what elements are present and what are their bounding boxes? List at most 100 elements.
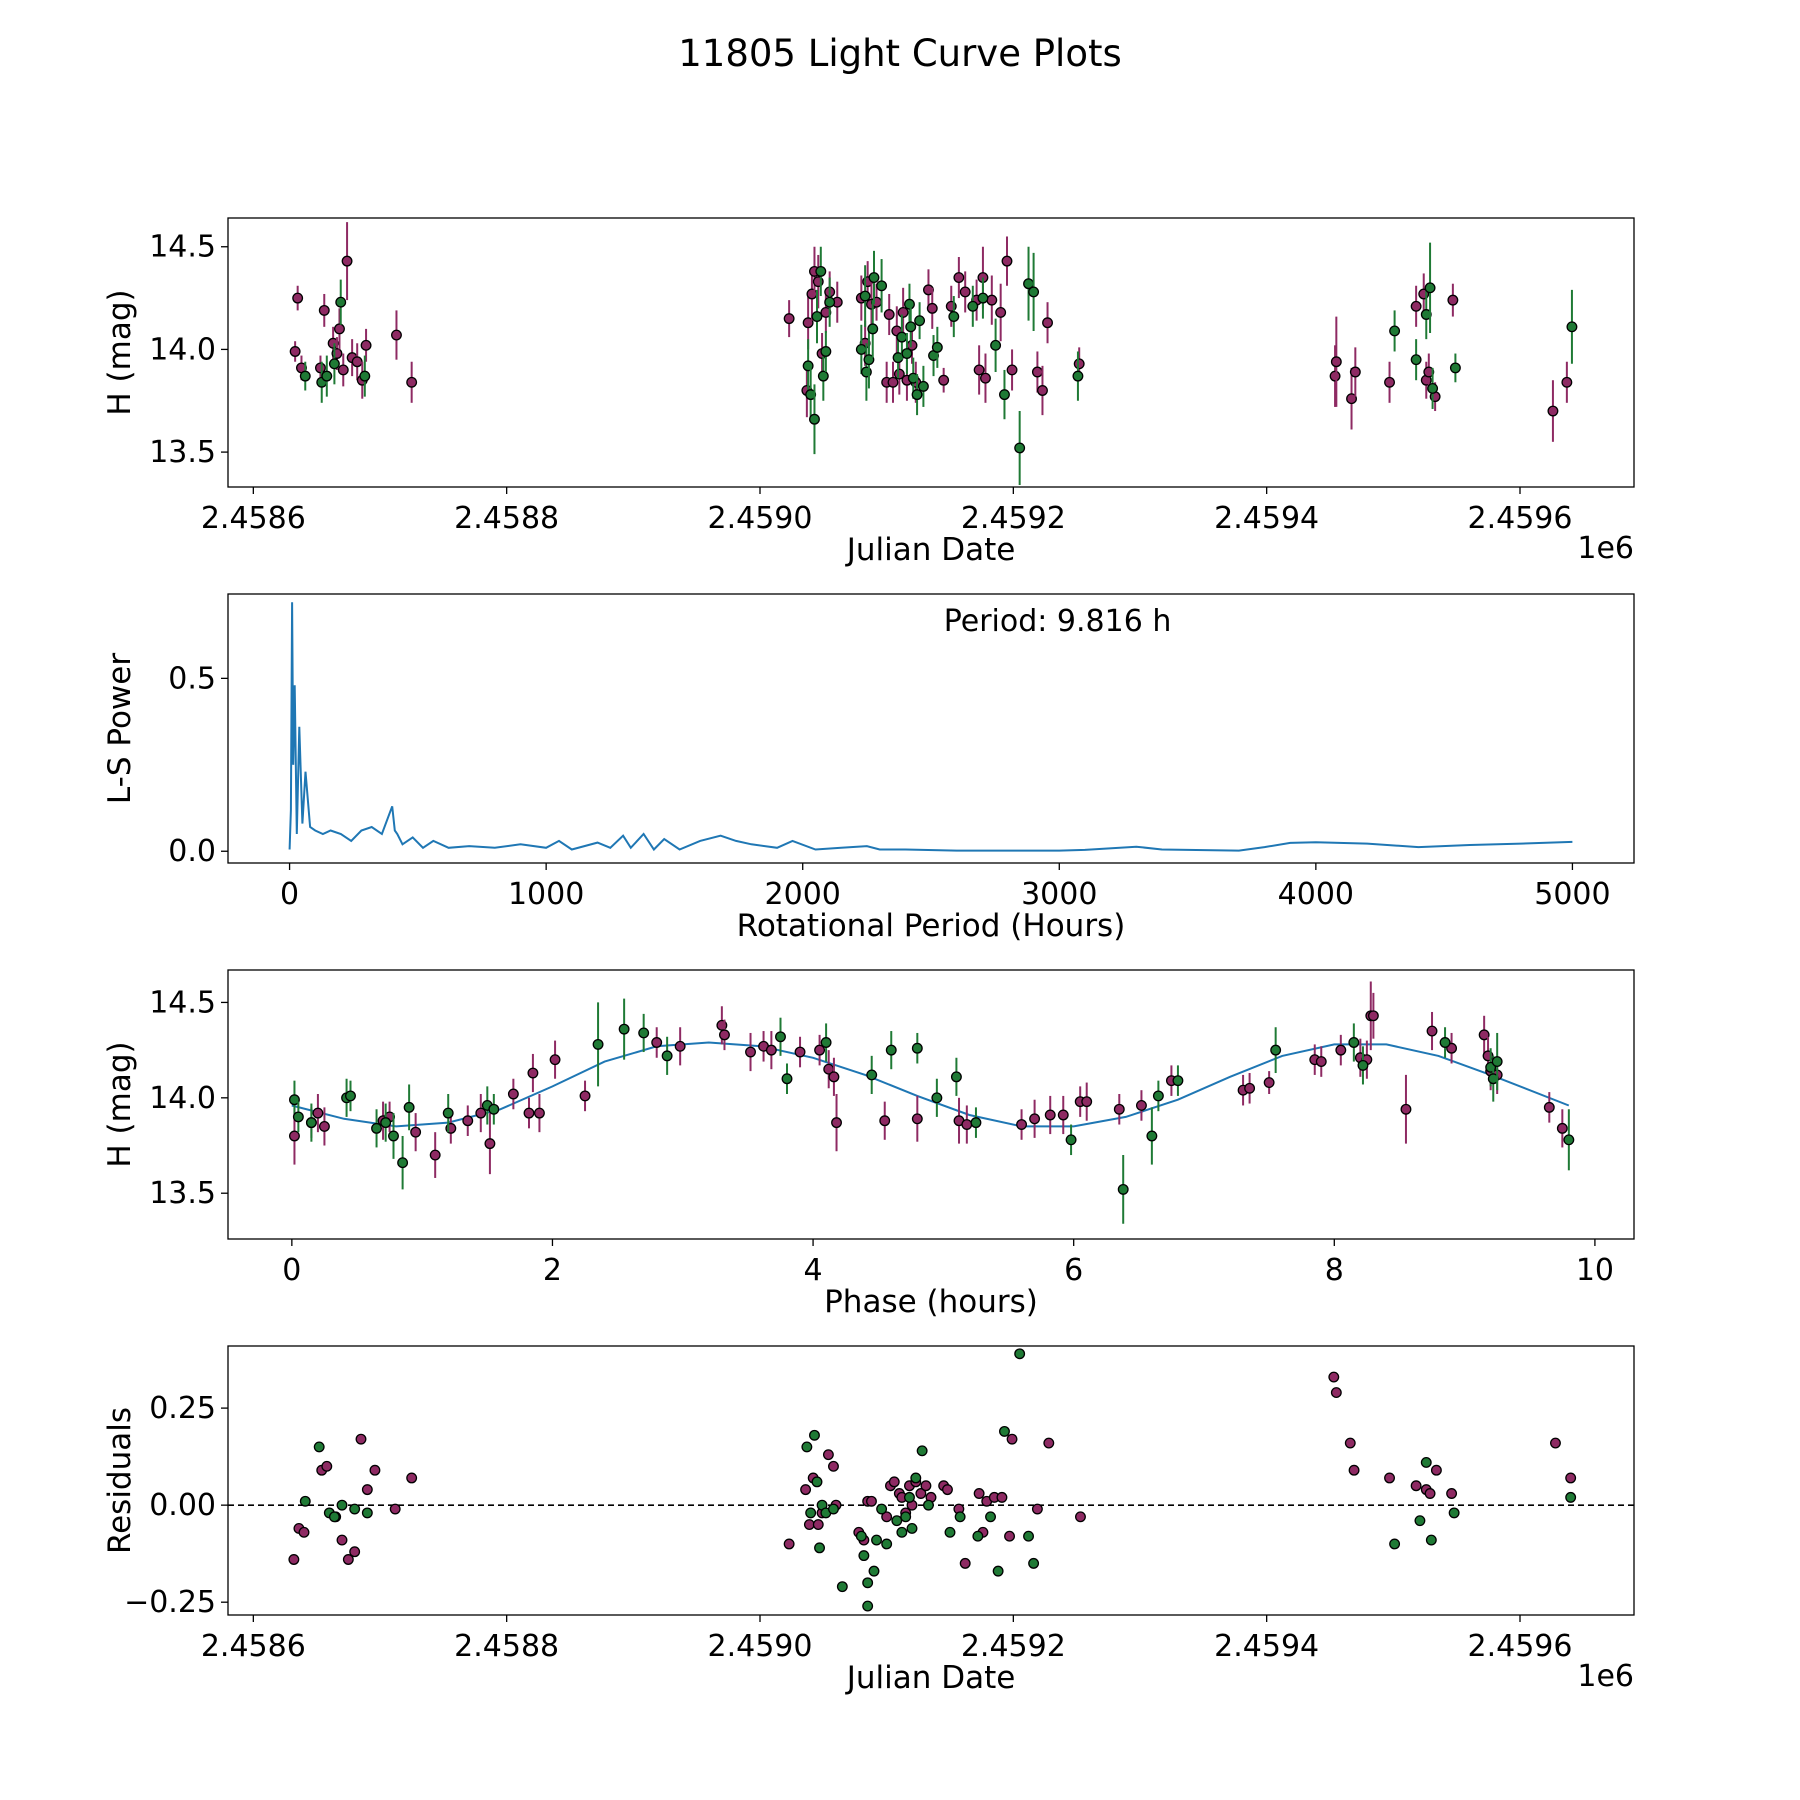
magenta-point (1043, 1437, 1055, 1449)
x-tick-label: 1000 (508, 877, 584, 912)
green-point (397, 1157, 409, 1169)
green-point (867, 323, 879, 335)
y-tick-label: −0.25 (124, 1585, 216, 1620)
y-tick-label: 14.0 (149, 332, 216, 367)
magenta-point (980, 372, 991, 384)
x-tick-label: 2.4586 (201, 1629, 306, 1664)
x-offset-label: 1e6 (1577, 1659, 1634, 1694)
x-tick-label: 2.4592 (961, 501, 1066, 536)
green-point (1117, 1183, 1129, 1195)
magenta-point (783, 313, 795, 325)
magenta-point (318, 1120, 330, 1132)
magenta-point (429, 1149, 441, 1161)
green-point (292, 1111, 304, 1123)
green-point (349, 1503, 361, 1515)
green-point (775, 1031, 786, 1043)
magenta-point (794, 1046, 806, 1058)
magenta-point (959, 1557, 971, 1569)
magenta-point (938, 374, 950, 386)
magenta-point (996, 1491, 1008, 1503)
magenta-point (1031, 1503, 1043, 1515)
magenta-point (406, 376, 418, 388)
panels: 2.4586 2.4588 2.4590 2.4592 2.4594 2.4596 13.5… (102, 217, 1635, 1696)
magenta-point (484, 1138, 496, 1150)
green-point (321, 370, 333, 382)
magenta-point (1001, 255, 1013, 267)
magenta-point (1037, 385, 1048, 396)
green-point (896, 1526, 908, 1538)
magenta-point (881, 1511, 893, 1523)
green-point (1427, 382, 1439, 394)
green-point (1014, 1348, 1026, 1360)
green-point (931, 341, 943, 353)
green-point (1420, 1457, 1432, 1468)
y-axis-label: L-S Power (102, 653, 138, 804)
green-point (1389, 325, 1401, 337)
residuals-axes-frame (227, 1345, 1635, 1616)
magenta-point (475, 1107, 487, 1119)
y-tick-label: 13.5 (149, 1176, 216, 1211)
magenta-point (897, 307, 909, 318)
magenta-point (803, 1519, 815, 1531)
phased-curve-plot-area (289, 981, 1575, 1224)
x-tick-label: 2.4590 (708, 1629, 813, 1664)
x-tick-label: 5000 (1534, 877, 1610, 912)
green-point (638, 1027, 650, 1039)
magenta-point (1006, 1433, 1018, 1445)
x-tick-label: 2.4596 (1468, 1629, 1573, 1664)
magenta-point (507, 1088, 519, 1100)
magenta-point (334, 323, 345, 335)
magenta-point (883, 309, 895, 320)
magenta-point (1346, 393, 1357, 405)
magenta-point (1044, 1109, 1056, 1121)
magenta-point (549, 1054, 561, 1066)
green-point (805, 1507, 817, 1519)
y-tick-label: 0.0 (168, 834, 216, 869)
magenta-point (745, 1046, 756, 1058)
green-point (313, 1441, 325, 1453)
y-tick-label: 0.25 (149, 1391, 216, 1426)
green-point (916, 1445, 928, 1457)
green-point (1566, 321, 1578, 333)
green-point (299, 1495, 311, 1507)
y-axis-label: Residuals (102, 1407, 138, 1554)
magenta-point (369, 1464, 381, 1476)
magenta-point (1075, 1511, 1086, 1523)
green-point (1072, 370, 1084, 382)
green-point (815, 265, 827, 277)
magenta-point (961, 1119, 973, 1130)
green-point (896, 331, 908, 343)
magenta-point (1556, 1122, 1568, 1134)
green-point (876, 1503, 888, 1515)
magenta-point (942, 1484, 953, 1496)
green-point (661, 1050, 673, 1062)
green-point (1270, 1044, 1282, 1056)
green-point (1425, 1534, 1437, 1546)
y-tick-label: 14.5 (149, 230, 216, 265)
magenta-point (1426, 1025, 1438, 1037)
green-point (371, 1122, 382, 1134)
magenta-point (973, 364, 985, 376)
y-tick-label: 14.5 (149, 985, 216, 1020)
figure-title: 11805 Light Curve Plots (678, 32, 1122, 75)
y-axis-label: H (mag) (102, 1041, 138, 1167)
green-point (900, 1511, 912, 1523)
green-point (950, 1071, 962, 1083)
magenta-point (1543, 1101, 1555, 1113)
magenta-point (1029, 1113, 1041, 1125)
y-tick-label: 0.00 (149, 1488, 216, 1523)
magenta-point (800, 1484, 812, 1496)
magenta-point (812, 1519, 824, 1531)
green-point (914, 315, 926, 327)
magenta-point (1073, 358, 1085, 370)
magenta-point (814, 1044, 826, 1056)
green-point (1023, 1530, 1034, 1542)
green-point (817, 370, 829, 382)
green-point (1014, 442, 1026, 454)
magenta-point (289, 1130, 300, 1142)
green-point (820, 1037, 832, 1048)
green-point (305, 1117, 317, 1129)
magenta-point (828, 1460, 839, 1472)
green-point (299, 370, 311, 382)
x-tick-label: 8 (1325, 1253, 1344, 1288)
